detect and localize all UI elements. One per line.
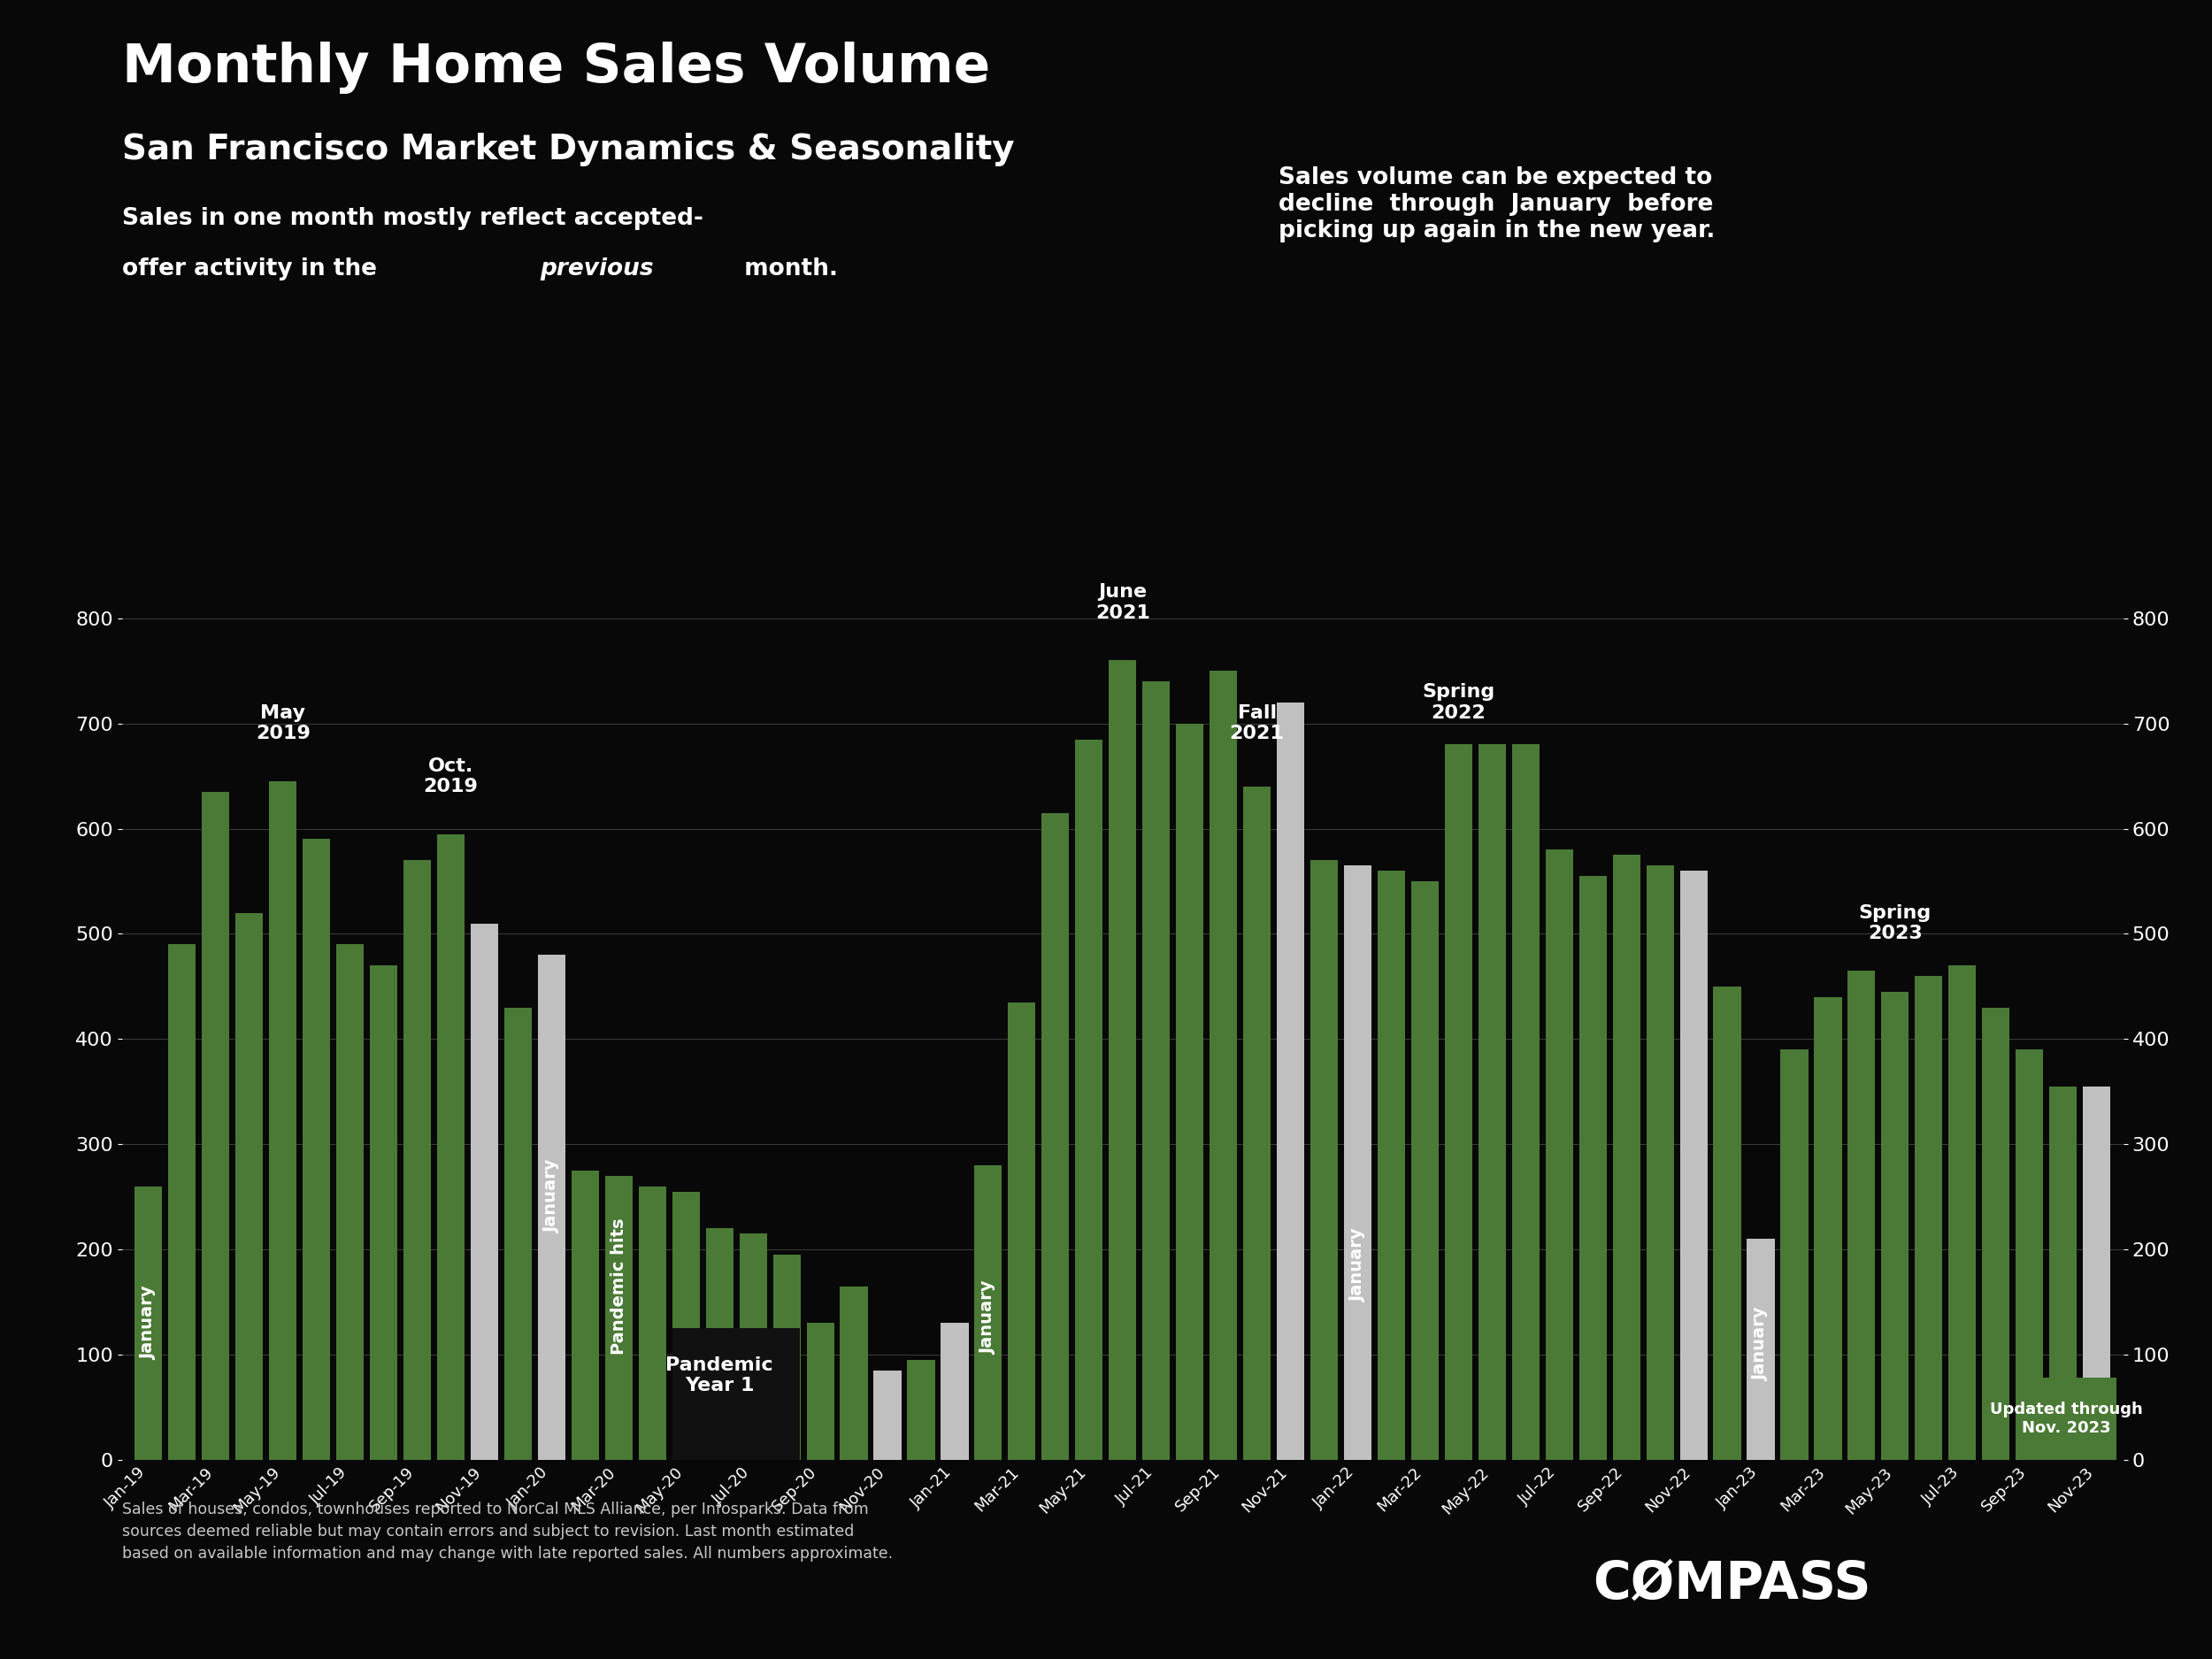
Bar — [706, 1228, 734, 1460]
Bar — [1511, 745, 1540, 1460]
Bar — [672, 1329, 801, 1460]
Bar — [1478, 745, 1506, 1460]
Bar — [504, 1007, 531, 1460]
Bar — [135, 1186, 161, 1460]
Bar — [1747, 1239, 1774, 1460]
Bar — [1345, 866, 1371, 1460]
Text: month.: month. — [737, 257, 838, 280]
Bar — [1714, 987, 1741, 1460]
Bar — [1814, 997, 1843, 1460]
Text: Sales volume can be expected to
decline  through  January  before
picking up aga: Sales volume can be expected to decline … — [1279, 166, 1714, 242]
Bar — [438, 834, 465, 1460]
Text: Fall
2021: Fall 2021 — [1230, 705, 1285, 743]
Bar — [234, 912, 263, 1460]
Bar — [1679, 871, 1708, 1460]
Bar — [1781, 1050, 1807, 1460]
Bar — [369, 966, 398, 1460]
Bar — [975, 1165, 1002, 1460]
Bar — [1075, 740, 1104, 1460]
Bar — [1042, 813, 1068, 1460]
Text: Sales of houses, condos, townhouses reported to NorCal MLS Alliance, per Infospa: Sales of houses, condos, townhouses repo… — [122, 1501, 891, 1561]
Bar — [403, 861, 431, 1460]
Bar — [874, 1370, 900, 1460]
Bar — [1579, 876, 1606, 1460]
Text: January: January — [139, 1286, 157, 1360]
Bar — [303, 839, 330, 1460]
Bar — [336, 944, 363, 1460]
Bar — [940, 1324, 969, 1460]
Bar — [606, 1176, 633, 1460]
Bar — [2084, 1087, 2110, 1460]
Bar — [1847, 971, 1876, 1460]
Bar — [1276, 702, 1305, 1460]
Bar — [1916, 975, 1942, 1460]
Bar — [1210, 670, 1237, 1460]
Bar — [1108, 660, 1137, 1460]
Text: Pandemic hits: Pandemic hits — [611, 1218, 628, 1355]
Text: January: January — [1752, 1307, 1770, 1382]
Text: January: January — [1349, 1228, 1367, 1302]
Bar — [2048, 1087, 2077, 1460]
Bar — [1444, 745, 1473, 1460]
Bar — [1546, 849, 1573, 1460]
Bar — [1882, 992, 1909, 1460]
Bar — [538, 956, 566, 1460]
Text: Oct.
2019: Oct. 2019 — [422, 757, 478, 795]
Text: Pandemic
Year 1: Pandemic Year 1 — [666, 1357, 774, 1395]
Text: Updated through
Nov. 2023: Updated through Nov. 2023 — [1991, 1402, 2143, 1437]
Bar — [2015, 1379, 2117, 1460]
Bar — [1646, 866, 1674, 1460]
Bar — [772, 1254, 801, 1460]
Bar — [1982, 1007, 2011, 1460]
Text: January: January — [544, 1160, 560, 1234]
Bar — [1177, 723, 1203, 1460]
Bar — [1411, 881, 1438, 1460]
Text: San Francisco Market Dynamics & Seasonality: San Francisco Market Dynamics & Seasonal… — [122, 133, 1013, 166]
Text: Monthly Home Sales Volume: Monthly Home Sales Volume — [122, 41, 991, 93]
Text: June
2021: June 2021 — [1095, 584, 1150, 622]
Bar — [1009, 1002, 1035, 1460]
Text: Spring
2023: Spring 2023 — [1858, 904, 1931, 942]
Bar — [639, 1186, 666, 1460]
Bar — [807, 1324, 834, 1460]
Text: Sales in one month mostly reflect accepted-: Sales in one month mostly reflect accept… — [122, 207, 703, 231]
Bar — [1310, 861, 1338, 1460]
Bar — [1613, 854, 1639, 1460]
Text: offer activity in the: offer activity in the — [122, 257, 385, 280]
Text: CØMPASS: CØMPASS — [1593, 1559, 1871, 1609]
Text: January: January — [980, 1281, 998, 1355]
Bar — [201, 791, 230, 1460]
Bar — [168, 944, 197, 1460]
Bar — [841, 1286, 867, 1460]
Bar — [907, 1360, 936, 1460]
Bar — [1949, 966, 1975, 1460]
Bar — [739, 1234, 768, 1460]
Bar — [1243, 786, 1270, 1460]
Text: previous: previous — [540, 257, 653, 280]
Bar — [1141, 682, 1170, 1460]
Bar — [1378, 871, 1405, 1460]
Bar — [2015, 1050, 2044, 1460]
Bar — [471, 924, 498, 1460]
Text: Spring
2022: Spring 2022 — [1422, 684, 1495, 722]
Bar — [571, 1171, 599, 1460]
Bar — [270, 781, 296, 1460]
Text: May
2019: May 2019 — [257, 705, 310, 743]
Bar — [672, 1191, 699, 1460]
